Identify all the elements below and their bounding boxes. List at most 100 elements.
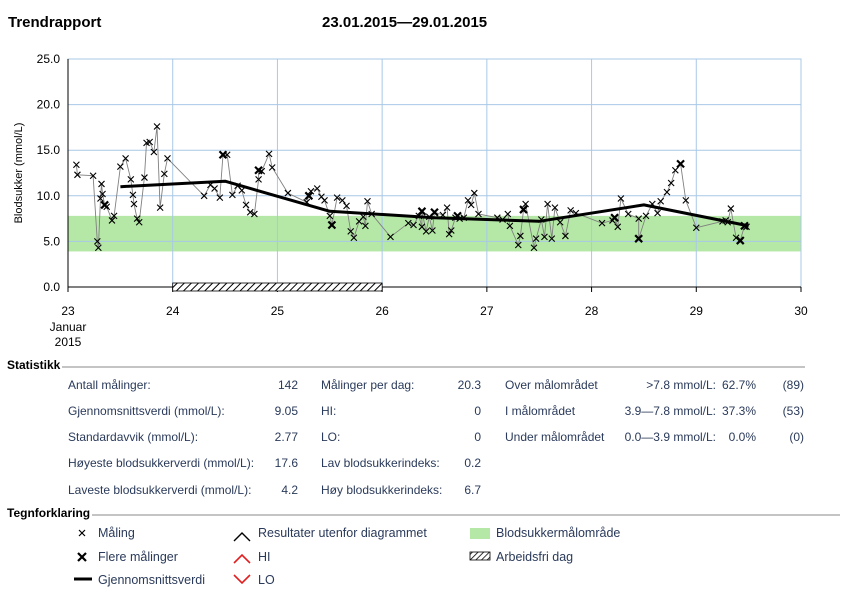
measurement-point: [541, 233, 548, 241]
x-tick-label: 28: [585, 304, 599, 318]
measurement-point: [72, 161, 80, 169]
x-tick-sublabel: Januar: [50, 320, 87, 334]
measurement-point: [229, 191, 236, 199]
measurement-point: [347, 227, 355, 235]
measurement-point: [164, 155, 171, 162]
stat-label: Målinger per dag:: [321, 378, 415, 392]
plot-frame: [67, 58, 802, 288]
x-tick-label: 24: [166, 304, 180, 318]
multiple-measurement-point: [634, 234, 643, 243]
range-label: Under målområdet: [505, 430, 605, 444]
measurement-point: [556, 218, 564, 226]
x-tick-label: 25: [271, 304, 285, 318]
multiple-measurement-point: [254, 165, 263, 175]
stat-label: Lav blodsukkerindeks:: [321, 456, 440, 470]
stat-label: Høyeste blodsukkerverdi (mmol/L):: [68, 456, 255, 470]
x-tick-label: 26: [375, 304, 389, 318]
measurement-point: [268, 164, 276, 171]
measurement-point: [447, 227, 455, 234]
measurement-point: [692, 224, 700, 232]
measurement-point: [93, 238, 101, 245]
measurement-line: [75, 126, 747, 248]
measurement-point: [361, 222, 369, 230]
measurement-point: [443, 204, 451, 212]
stats-section-label: Statistikk: [7, 358, 63, 372]
measurement-point: [246, 208, 254, 216]
measurement-point: [624, 210, 632, 218]
x-tick-label: 27: [480, 304, 494, 318]
legend-hi: HI: [258, 550, 271, 564]
legend-lo: LO: [258, 573, 275, 587]
measurement-point: [153, 123, 161, 130]
measurement-point: [129, 191, 137, 199]
measurement-point: [522, 200, 529, 208]
measurement-point: [410, 221, 417, 229]
measurement-point: [326, 212, 334, 220]
average-line: [120, 179, 749, 228]
measurement-point: [97, 195, 104, 202]
stat-label: Laveste blodsukkerverdi (mmol/L):: [68, 483, 252, 497]
multiple-measurement-point: [304, 191, 314, 201]
measurement-point: [99, 190, 106, 198]
day-off-icon: [469, 551, 491, 561]
stat-value: 0.2: [464, 456, 481, 470]
stat-value: 17.6: [274, 456, 298, 470]
measurement-point: [160, 170, 168, 178]
legend-day-off: Arbeidsfri dag: [496, 550, 574, 564]
measurement-point: [475, 210, 482, 218]
legend-section-label: Tegnforklaring: [7, 506, 93, 520]
x-tick-label: 29: [690, 304, 704, 318]
y-tick-label: 5.0: [43, 234, 60, 248]
range-span: 3.9—7.8 mmol/L:: [624, 404, 716, 418]
measurement-point: [133, 215, 141, 222]
y-tick-label: 15.0: [37, 143, 61, 157]
y-tick-label: 10.0: [37, 189, 61, 203]
measurement-point: [567, 207, 575, 214]
multiple-measurement-point: [676, 159, 685, 169]
range-percent: 62.7%: [721, 378, 756, 392]
measurement-point: [284, 189, 292, 197]
range-count: (89): [782, 378, 804, 392]
measurement-point: [265, 150, 273, 158]
measurement-point: [467, 201, 475, 209]
stat-value: 0: [474, 430, 481, 444]
measurement-point: [313, 185, 321, 192]
stat-label: HI:: [321, 404, 337, 418]
measurement-point: [663, 188, 671, 196]
stat-value: 9.05: [274, 404, 298, 418]
measurement-icon: [78, 529, 86, 537]
legend-measurement: Måling: [98, 526, 135, 540]
stat-label: Høy blodsukkerindeks:: [321, 483, 443, 497]
measurement-point: [544, 200, 551, 208]
measurement-point: [156, 204, 164, 212]
measurement-point: [150, 148, 158, 156]
measurement-point: [216, 194, 224, 202]
measurement-point: [727, 205, 735, 212]
lo-icon: [233, 574, 251, 585]
multiple-measurement-point: [519, 205, 528, 214]
measurement-point: [110, 212, 118, 220]
measurement-point: [255, 175, 262, 183]
legend-multiple: Flere målinger: [98, 550, 178, 564]
measurement-point: [404, 219, 412, 227]
range-label: I målområdet: [505, 404, 576, 418]
measurement-point: [642, 212, 650, 220]
measurement-point: [146, 138, 154, 146]
target-range-icon: [470, 528, 490, 539]
measurement-point: [238, 186, 246, 194]
hi-icon: [233, 553, 251, 564]
measurement-point: [251, 210, 258, 218]
measurement-point: [506, 222, 514, 230]
multiple-measurement-icon: [77, 552, 87, 562]
stat-value: 20.3: [457, 378, 481, 392]
measurement-point: [614, 223, 622, 231]
measurement-point: [350, 234, 358, 242]
measurement-point: [333, 194, 341, 202]
measurement-point: [598, 219, 606, 227]
measurement-point: [530, 244, 538, 252]
out-of-range-icon: [233, 532, 251, 542]
measurement-point: [464, 196, 472, 204]
stat-label: LO:: [321, 430, 341, 444]
trend-chart: 25.0 20.0 15.0 10.0 5.0 0.023 24 25 26 27 28 29 30 Ja…: [13, 52, 808, 349]
x-tick-label: 30: [794, 304, 808, 318]
